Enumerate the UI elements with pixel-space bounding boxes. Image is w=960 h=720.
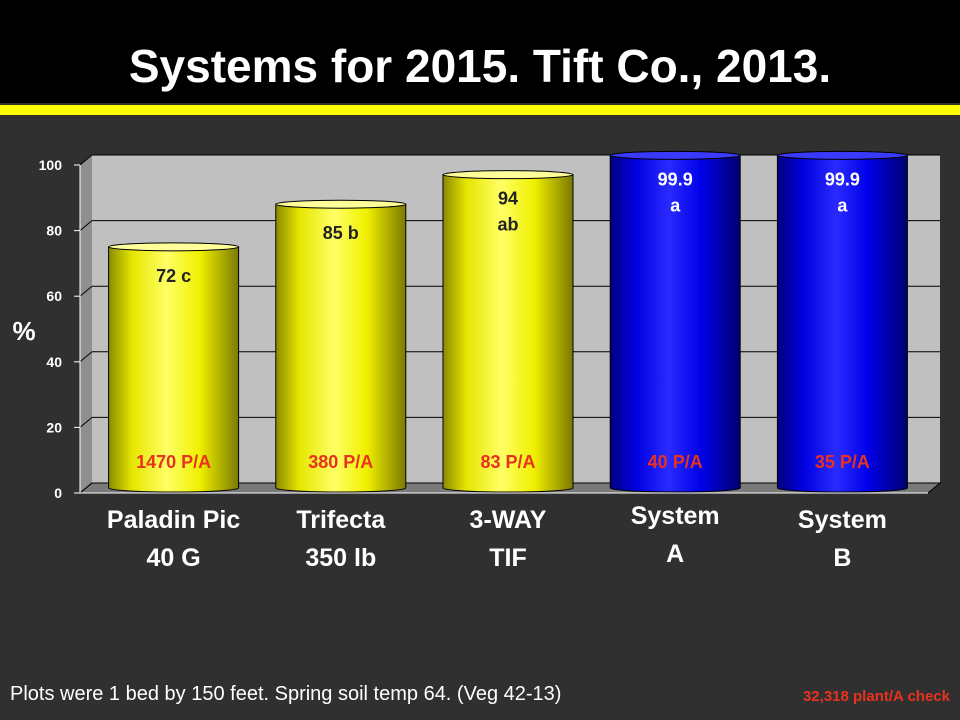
x-tick-label: System — [798, 506, 887, 534]
bar — [442, 174, 574, 493]
x-tick-label: Trifecta — [296, 506, 386, 534]
data-label: 72 c — [156, 266, 191, 286]
x-tick-label: B — [833, 544, 851, 572]
title-rule — [0, 105, 960, 115]
x-tick-label: System — [631, 502, 720, 530]
bar-cap — [609, 150, 741, 160]
plot-side-wall — [80, 155, 92, 493]
rate-label: 40 P/A — [648, 452, 703, 472]
data-label: 85 b — [323, 223, 359, 243]
data-label: 94 — [498, 189, 518, 209]
gridline-side — [79, 351, 93, 363]
gridline-side — [79, 417, 93, 428]
bar — [275, 203, 407, 493]
rate-label: 83 P/A — [480, 452, 535, 472]
y-tick-label: 0 — [54, 485, 62, 501]
check-note: 32,318 plant/A check — [802, 688, 950, 705]
footnote: Plots were 1 bed by 150 feet. Spring soi… — [10, 683, 562, 705]
rate-label: 380 P/A — [308, 452, 373, 472]
bar — [776, 154, 908, 493]
y-axis-label: % — [12, 316, 35, 346]
bar — [108, 246, 240, 493]
gridline-side — [79, 220, 93, 231]
slide-title: Systems for 2015. Tift Co., 2013. — [128, 40, 832, 92]
x-tick-label: 350 lb — [305, 544, 376, 572]
y-tick-label: 100 — [39, 157, 63, 173]
rate-label: 1470 P/A — [136, 452, 211, 472]
bar-cap — [275, 199, 407, 209]
gridline-side — [79, 154, 93, 166]
x-tick-label: 3-WAY — [470, 506, 547, 534]
bar-cap — [108, 242, 240, 252]
y-tick-label: 40 — [46, 354, 62, 370]
data-label: 99.9 — [658, 169, 693, 189]
rate-label: 35 P/A — [815, 452, 870, 472]
y-tick-label: 80 — [46, 223, 62, 239]
y-tick-label: 60 — [46, 288, 62, 304]
x-tick-label: Paladin Pic — [107, 506, 240, 534]
bar-cap — [442, 170, 574, 180]
data-label: a — [837, 195, 848, 215]
data-label: ab — [497, 215, 518, 235]
y-tick-label: 20 — [46, 419, 62, 435]
bar-cap — [776, 150, 908, 160]
data-label: a — [670, 195, 681, 215]
x-tick-label: TIF — [489, 544, 527, 572]
x-tick-label: A — [666, 540, 684, 568]
gridline-side — [79, 285, 93, 297]
x-tick-label: 40 G — [146, 544, 200, 572]
data-label: 99.9 — [825, 169, 860, 189]
bar — [609, 154, 741, 493]
gridline-side — [79, 482, 93, 494]
title-band — [0, 0, 960, 103]
